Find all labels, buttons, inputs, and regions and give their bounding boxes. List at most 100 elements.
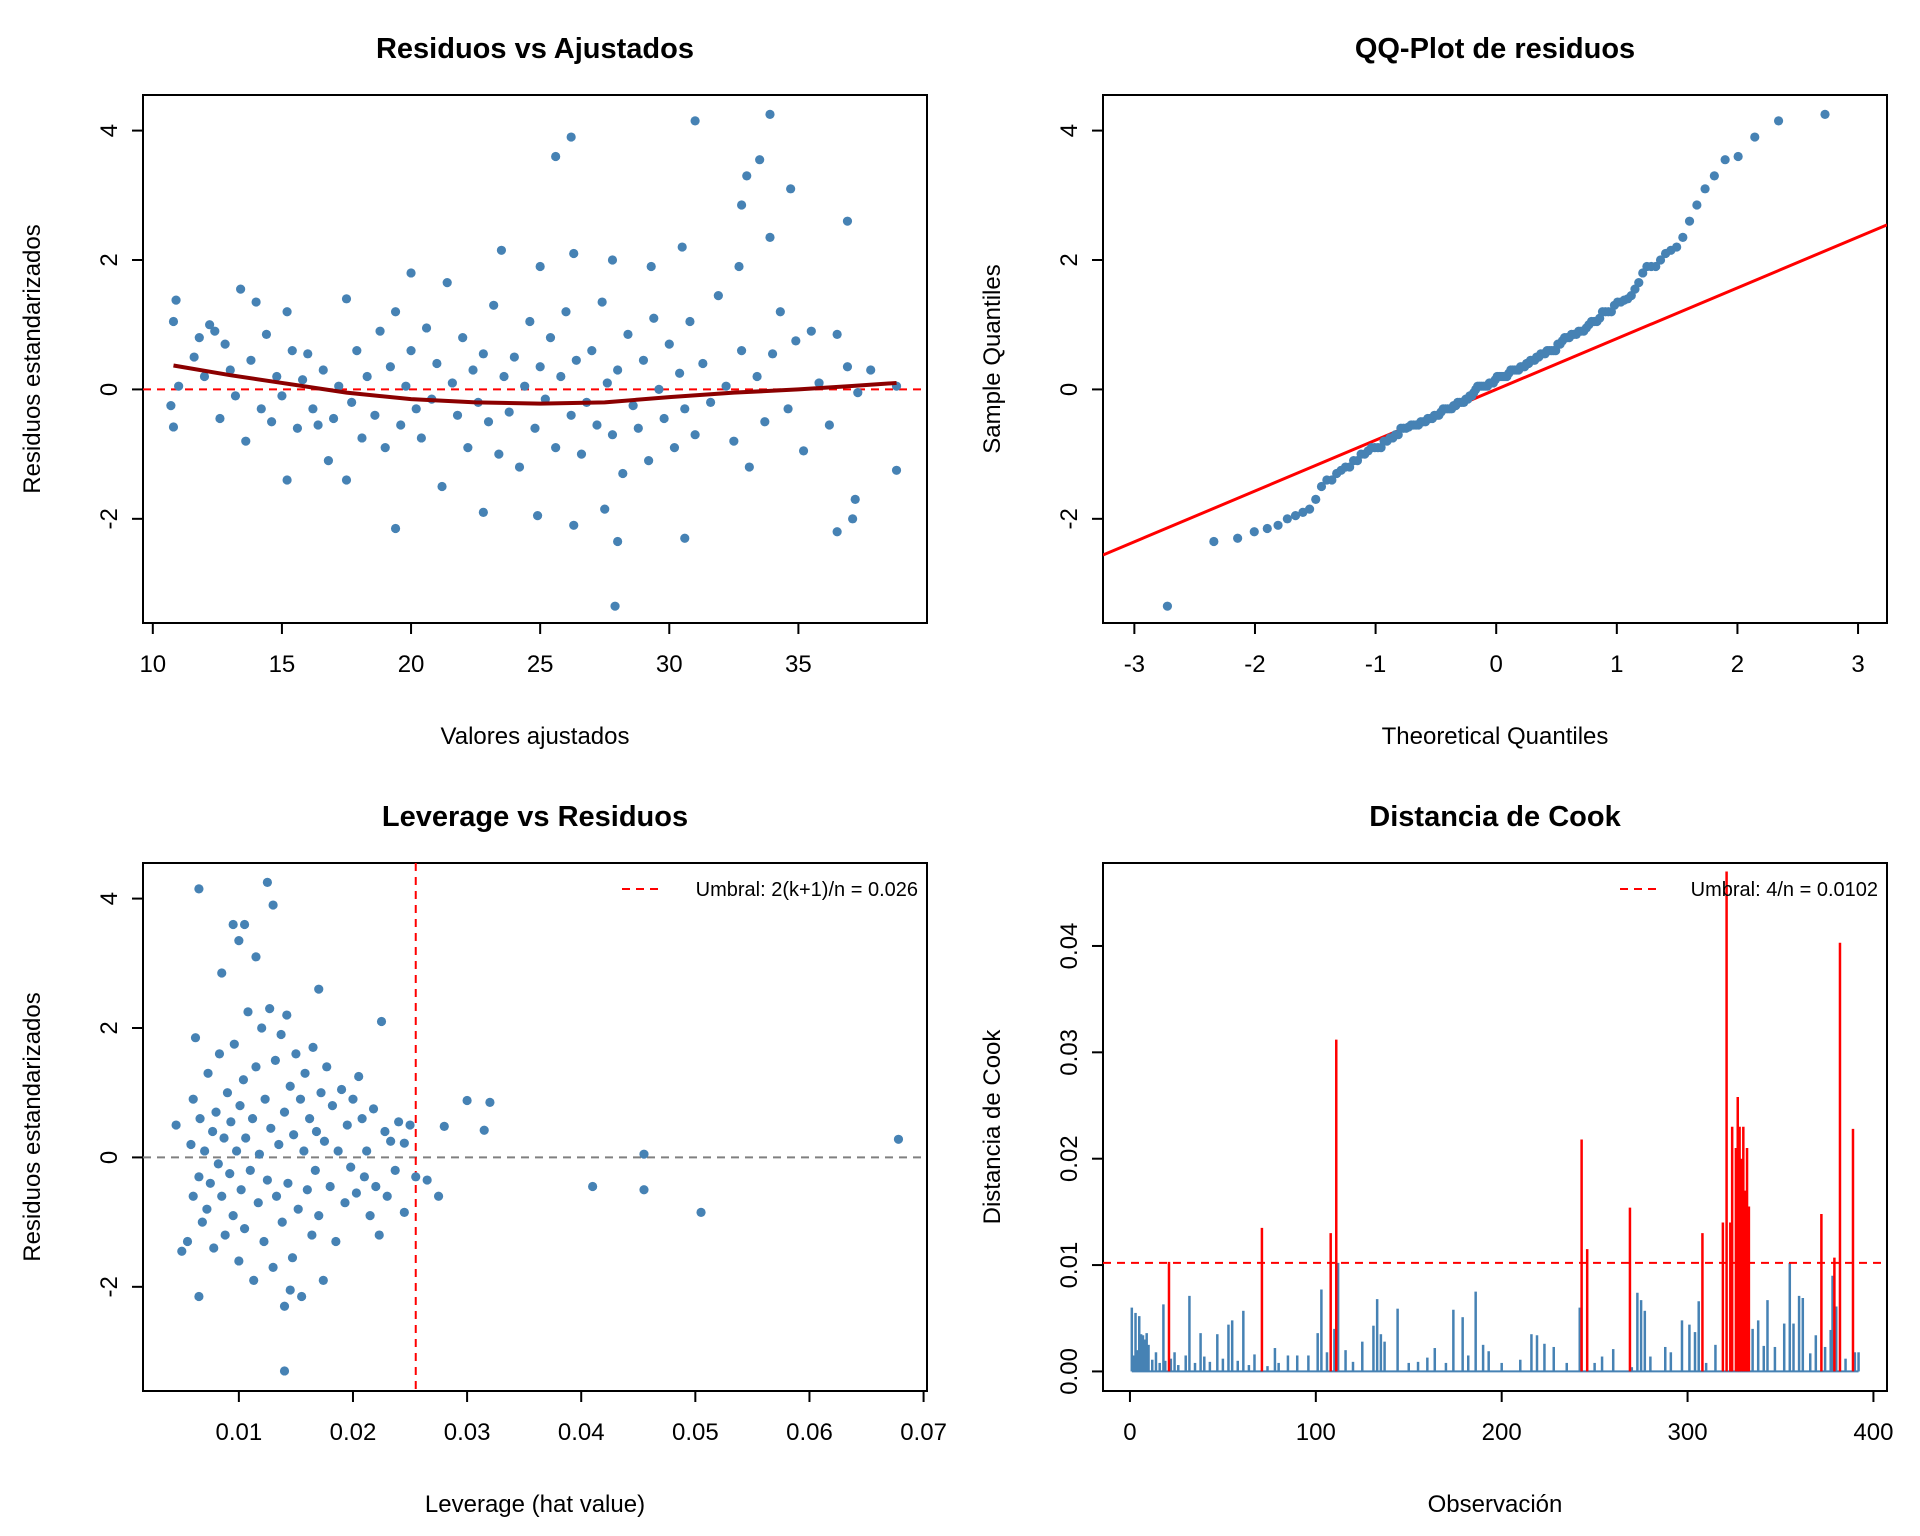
data-point	[628, 400, 638, 411]
panel2-x-tick-label: 2	[1731, 651, 1744, 678]
data-point	[214, 1049, 225, 1059]
data-point	[406, 268, 416, 278]
data-point	[247, 1113, 258, 1124]
data-point	[468, 365, 478, 375]
data-point	[346, 1162, 356, 1172]
panel4-y-tick-label: 0.04	[1056, 923, 1083, 970]
data-point	[376, 1016, 387, 1027]
data-point	[411, 1172, 421, 1182]
data-point	[382, 1191, 392, 1201]
data-point	[390, 1165, 400, 1175]
panel3-y-tick-label: 4	[96, 892, 123, 905]
data-point	[285, 1285, 295, 1295]
data-point	[1733, 151, 1743, 162]
data-point	[824, 420, 834, 430]
data-point	[842, 216, 853, 226]
data-point	[357, 1113, 367, 1124]
data-point	[613, 365, 623, 375]
panel1-y-tick-label: 4	[96, 124, 123, 137]
data-point	[208, 1126, 218, 1137]
data-point	[736, 345, 747, 356]
data-point	[765, 109, 775, 120]
data-point	[842, 362, 853, 372]
panel4-title: Distancia de Cook	[1369, 801, 1621, 833]
legend-label: Umbral: 2(k+1)/n = 0.026	[696, 879, 918, 901]
data-point	[1678, 232, 1688, 242]
panel4-y-tick-label: 0.03	[1056, 1029, 1083, 1076]
data-point	[416, 433, 426, 443]
data-point	[168, 316, 179, 327]
data-point	[311, 1126, 322, 1137]
data-point	[623, 329, 633, 340]
data-point	[325, 1181, 335, 1192]
data-point	[226, 1117, 236, 1127]
panel4-x-tick-label: 300	[1668, 1419, 1708, 1446]
panel3-plot-frame	[142, 862, 928, 1392]
data-point	[314, 1211, 324, 1221]
data-point	[267, 417, 277, 427]
data-point	[610, 601, 620, 611]
data-point	[525, 316, 535, 327]
data-point	[597, 297, 607, 307]
data-point	[251, 1062, 261, 1072]
data-point	[399, 1138, 409, 1148]
data-point	[194, 884, 204, 894]
data-point	[313, 420, 323, 430]
data-point	[308, 1042, 318, 1053]
data-point	[569, 248, 579, 259]
data-point	[1327, 475, 1337, 485]
data-point	[600, 504, 610, 514]
data-point	[783, 404, 793, 414]
data-point	[265, 1003, 275, 1014]
data-point	[282, 1010, 292, 1020]
data-point	[853, 388, 863, 398]
data-point	[479, 1125, 489, 1135]
data-point	[189, 352, 199, 362]
panel1-x-tick-label: 10	[139, 651, 166, 678]
data-point	[1750, 132, 1760, 142]
data-point	[1273, 520, 1283, 530]
legend-label: Umbral: 4/n = 0.0102	[1691, 879, 1878, 901]
data-point	[1684, 216, 1695, 226]
data-point	[532, 510, 543, 521]
data-point	[442, 278, 452, 288]
panel2-x-tick-label: -1	[1365, 651, 1386, 678]
data-point	[287, 1253, 298, 1263]
data-point	[272, 371, 282, 382]
data-point	[452, 410, 463, 420]
data-point	[182, 1236, 193, 1247]
data-point	[1209, 536, 1219, 547]
data-point	[690, 430, 700, 440]
data-point	[390, 523, 401, 534]
data-point	[680, 404, 690, 414]
data-point	[259, 1236, 269, 1247]
data-point	[277, 391, 287, 401]
data-point	[217, 968, 227, 978]
data-point	[406, 345, 416, 356]
data-point	[274, 1139, 284, 1150]
data-point	[729, 436, 739, 446]
data-point	[646, 261, 656, 272]
panel4-axes: 0 100 200 300 400 0.00 0.01 0.02 0.03 0.04	[1056, 862, 1893, 1446]
data-point	[322, 1062, 332, 1072]
data-point	[659, 413, 669, 424]
data-point	[535, 362, 545, 372]
panel1-x-tick-label: 20	[398, 651, 425, 678]
data-point	[607, 430, 618, 440]
panel4-plot-frame	[1102, 862, 1888, 1392]
panel2-y-tick-label: 4	[1056, 124, 1083, 137]
data-point	[194, 1172, 204, 1182]
data-point	[268, 900, 278, 910]
data-point	[1773, 116, 1784, 126]
data-point	[245, 1165, 255, 1175]
data-point	[253, 1198, 263, 1208]
panel4-y-tick-label: 0.02	[1056, 1135, 1083, 1182]
data-point	[690, 116, 700, 126]
data-point	[197, 1217, 207, 1227]
data-point	[316, 1088, 326, 1098]
data-point	[305, 1113, 315, 1124]
panel3-x-tick-label: 0.06	[786, 1419, 833, 1446]
data-point	[219, 1133, 229, 1143]
data-point	[664, 339, 674, 349]
